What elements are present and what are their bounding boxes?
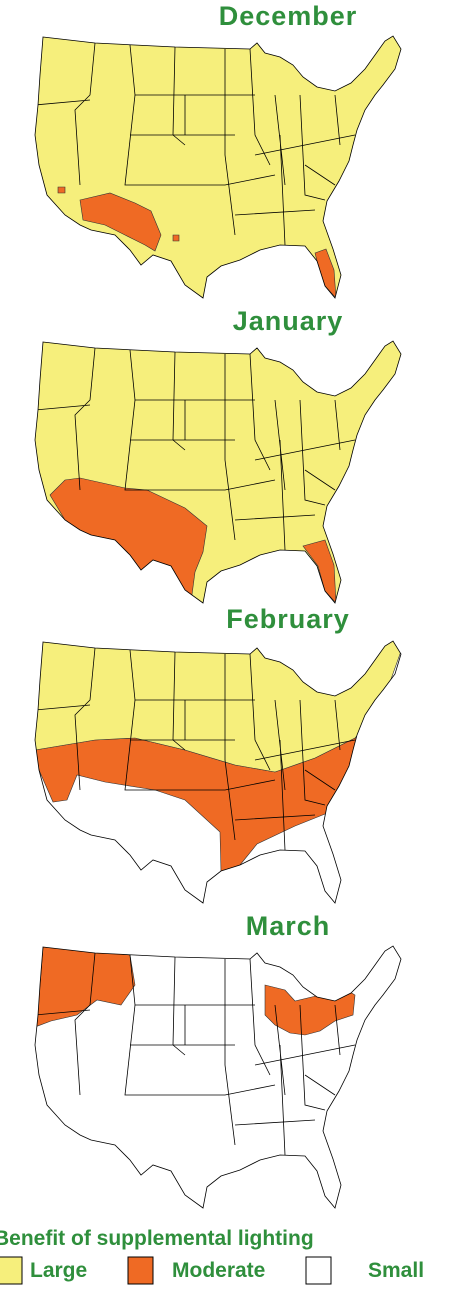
us-outline: [34, 640, 402, 904]
legend-title: Benefit of supplemental lighting: [0, 1227, 314, 1250]
map: [34, 640, 402, 904]
legend-swatch: [127, 1256, 154, 1285]
legend-label: Small: [368, 1259, 424, 1282]
map-title: March: [246, 911, 331, 941]
maps: December January February March: [34, 1, 402, 1209]
region: [302, 539, 337, 603]
us-outline: [34, 945, 402, 1209]
region: [172, 234, 180, 242]
us-outline: [34, 340, 402, 604]
state-borders: [35, 42, 356, 246]
map: [34, 35, 402, 299]
map: [34, 945, 402, 1209]
region: [264, 984, 356, 1036]
region: [79, 192, 162, 252]
legend-swatch: [305, 1256, 332, 1285]
legend-label: Moderate: [172, 1259, 265, 1282]
map-title: January: [233, 306, 344, 336]
map: [34, 340, 402, 604]
us-outline: [34, 35, 402, 299]
map-title: December: [219, 1, 358, 31]
map-title: February: [226, 604, 350, 634]
legend-swatch: [0, 1256, 23, 1285]
region: [57, 186, 66, 194]
state-borders: [35, 647, 356, 851]
state-borders: [35, 347, 356, 551]
state-borders: [35, 952, 356, 1156]
legend-label: Large: [30, 1259, 87, 1282]
legend: Benefit of supplemental lighting Large Mo…: [0, 1227, 424, 1285]
